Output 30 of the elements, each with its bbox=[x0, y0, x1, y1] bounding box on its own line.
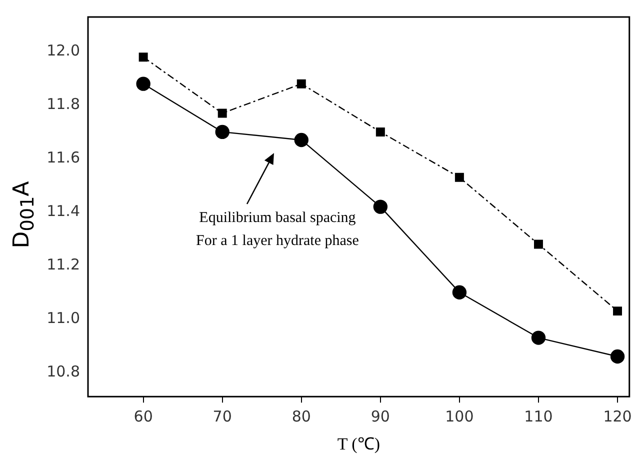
point bbox=[215, 124, 230, 140]
x-tick-label: 120 bbox=[603, 407, 632, 426]
x-tick-label: 90 bbox=[370, 407, 390, 426]
point bbox=[534, 240, 543, 249]
y-tick-label: 11.0 bbox=[46, 308, 80, 327]
point bbox=[294, 132, 308, 148]
y-tick-label: 11.6 bbox=[46, 148, 80, 167]
point bbox=[296, 79, 306, 88]
point bbox=[452, 285, 467, 300]
point bbox=[454, 172, 464, 182]
x-axis-title: T (℃) bbox=[337, 434, 380, 454]
y-tick-label: 11.2 bbox=[46, 256, 80, 274]
x-tick-label: 100 bbox=[445, 407, 474, 426]
y-tick-label: 11.8 bbox=[46, 95, 80, 114]
y-tick-label: 12.0 bbox=[46, 42, 80, 60]
annotation: Equilibrium basal spacing For a 1 layer hydrate phase bbox=[196, 210, 360, 249]
point bbox=[610, 349, 625, 364]
y-tick-label: 11.4 bbox=[46, 202, 80, 220]
x-tick-label: 70 bbox=[212, 407, 232, 426]
x-tick-label: 110 bbox=[524, 407, 553, 426]
point bbox=[373, 200, 388, 214]
point bbox=[138, 52, 148, 62]
point bbox=[613, 306, 622, 316]
x-tick-label: 60 bbox=[134, 407, 153, 426]
x-tick-label: 80 bbox=[292, 407, 311, 426]
point bbox=[218, 108, 227, 118]
point bbox=[136, 76, 150, 91]
point bbox=[531, 330, 546, 345]
y-tick-label: 10.8 bbox=[46, 362, 80, 380]
point bbox=[376, 127, 385, 136]
